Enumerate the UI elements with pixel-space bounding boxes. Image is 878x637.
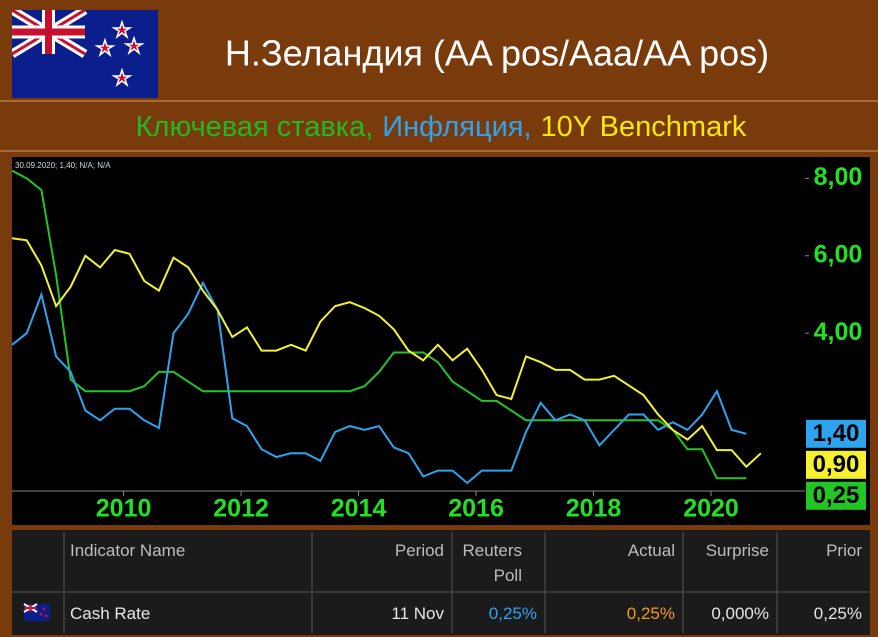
end-label-box — [806, 450, 866, 479]
title: Н.Зеландия (AA pos/Aaa/AA pos) — [225, 33, 769, 74]
series-line — [11, 237, 762, 469]
annotation: 30.09.2020; 1,40; N/A; N/A — [15, 161, 111, 170]
x-tick-label: 2020 — [683, 495, 739, 523]
table-bg — [12, 530, 870, 635]
table-cell: 11 Nov — [391, 604, 444, 623]
end-label: 1,40 — [813, 420, 860, 447]
series-line — [11, 280, 747, 485]
nz-flag — [12, 10, 158, 98]
x-tick-label: 2012 — [213, 495, 269, 523]
subtitle: Ключевая ставка, Инфляция, 10Y Benchmark — [136, 111, 747, 143]
table-grid — [12, 532, 870, 633]
column-header: Period — [394, 541, 444, 560]
x-tick-label: 2016 — [448, 495, 504, 523]
row-flag — [23, 603, 50, 621]
table-cell: 0,25% — [626, 604, 675, 623]
subtitle-part: Ключевая ставка, — [136, 111, 374, 143]
end-label-box — [806, 419, 866, 448]
y-tick-label: 4,00 — [814, 318, 863, 346]
chart-area — [12, 157, 870, 525]
y-tick-label: 6,00 — [814, 240, 863, 268]
column-header: Actual — [627, 541, 675, 560]
end-label-box — [806, 481, 866, 510]
column-header: Indicator Name — [70, 541, 186, 560]
x-tick-label: 2010 — [96, 495, 152, 523]
column-header: Prior — [826, 541, 862, 560]
table-cell: 0,000% — [711, 604, 769, 623]
x-tick-label: 2018 — [566, 495, 622, 523]
subtitle-part: Инфляция, — [382, 111, 531, 143]
end-label: 0,25 — [813, 482, 860, 509]
column-header: Surprise — [705, 541, 769, 560]
y-tick-label: 8,00 — [814, 163, 863, 191]
subtitle-part: 10Y Benchmark — [541, 111, 747, 143]
table-cell: 0,25% — [813, 604, 862, 623]
column-header: Reuters Poll — [462, 541, 522, 585]
table-cell: Cash Rate — [70, 604, 151, 623]
x-tick-label: 2014 — [331, 495, 387, 523]
end-label: 0,90 — [813, 451, 860, 478]
table-cell: 0,25% — [488, 604, 537, 623]
